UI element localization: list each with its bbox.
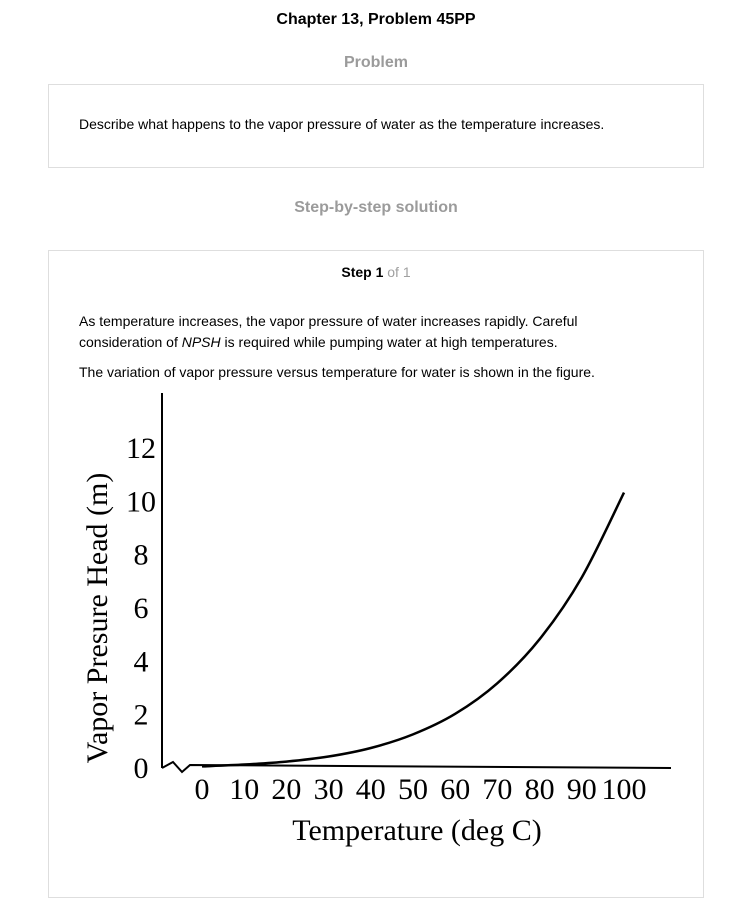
x-tick-label: 20 [271,773,301,806]
x-tick-label: 60 [440,773,470,806]
step-indicator: Step 1 of 1 [49,264,703,280]
y-tick-label: 8 [134,539,149,572]
x-tick-label: 30 [314,773,344,806]
y-tick-label: 4 [134,645,149,678]
npsh-term: NPSH [181,334,221,350]
step-label: Step 1 [341,264,384,280]
problem-text: Describe what happens to the vapor press… [79,116,605,132]
y-tick-label: 0 [134,752,149,785]
x-tick-label: 80 [525,773,555,806]
solution-box: Step 1 of 1 As temperature increases, th… [48,250,704,898]
vapor-pressure-chart: 0 2 4 6 8 10 12 0 10 20 30 40 50 60 70 80 90 100 Tempera… [81,393,672,847]
x-tick-label: 70 [482,773,512,806]
x-axis-line-with-break [161,760,672,774]
y-tick-label: 10 [126,485,156,518]
vapor-pressure-curve [201,491,626,768]
x-tick-label: 10 [229,773,259,806]
x-tick-label: 100 [602,773,647,806]
x-tick-label: 40 [356,773,386,806]
chart-series [201,491,626,768]
chart-axes [161,393,672,774]
y-tick-labels: 0 2 4 6 8 10 12 [126,432,156,785]
x-tick-label: 0 [195,773,210,806]
explanation-paragraph: As temperature increases, the vapor pres… [79,311,639,353]
y-tick-label: 12 [126,432,156,465]
page-title: Chapter 13, Problem 45PP [276,11,476,28]
x-tick-label: 90 [567,773,597,806]
y-tick-label: 2 [134,699,149,732]
problem-box: Describe what happens to the vapor press… [48,84,704,168]
problem-heading: Problem [343,54,408,71]
step-count: of 1 [387,264,411,280]
x-axis-label: Temperature (deg C) [292,814,541,847]
x-tick-label: 50 [398,773,428,806]
y-tick-label: 6 [134,592,149,625]
y-axis-label: Vapor Presure Head (m) [81,473,114,764]
solution-heading: Step-by-step solution [294,199,458,216]
explanation-part1: As temperature increases, the vapor pres… [79,313,578,350]
explanation-part2: is required while pumping water at high … [220,334,558,350]
x-tick-labels: 0 10 20 30 40 50 60 70 80 90 100 [195,773,647,806]
figure-intro-paragraph: The variation of vapor pressure versus t… [79,364,595,380]
